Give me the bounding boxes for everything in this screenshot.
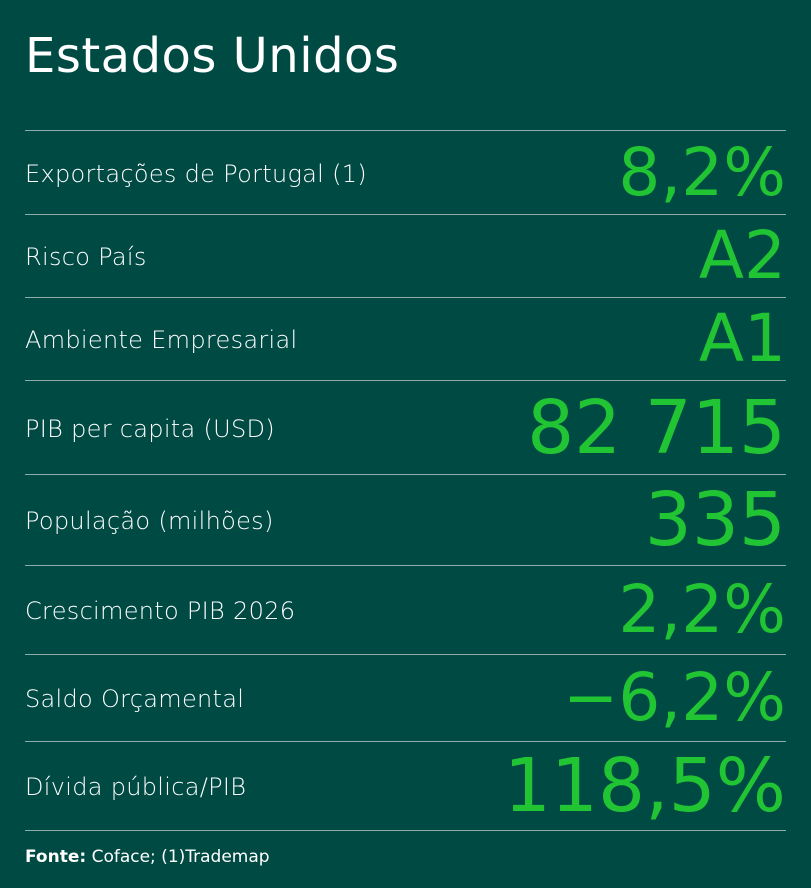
indicator-label: População (milhões) (25, 507, 274, 535)
indicator-row-gdp-growth: Crescimento PIB 2026 2,2% (25, 566, 786, 655)
indicator-label: Ambiente Empresarial (25, 326, 298, 354)
indicator-row-gdp-per-capita: PIB per capita (USD) 82 715 (25, 381, 786, 475)
source-label: Fonte: (25, 847, 87, 867)
indicator-label: Saldo Orçamental (25, 685, 245, 713)
indicator-row-country-risk: Risco País A2 (25, 215, 786, 298)
indicator-value: A1 (698, 300, 786, 377)
indicator-row-exports: Exportações de Portugal (1) 8,2% (25, 131, 786, 215)
source-text: Coface; (1)Trademap (86, 847, 270, 867)
country-title: Estados Unidos (25, 28, 400, 84)
indicator-label: Crescimento PIB 2026 (25, 597, 296, 625)
indicator-label: Exportações de Portugal (1) (25, 159, 367, 188)
indicator-value: 2,2% (618, 571, 786, 648)
indicator-label: Dívida pública/PIB (25, 773, 247, 801)
indicator-label: PIB per capita (USD) (25, 414, 275, 443)
indicator-row-business-environment: Ambiente Empresarial A1 (25, 298, 786, 381)
indicator-value: 82 715 (527, 384, 786, 471)
indicator-row-budget-balance: Saldo Orçamental −6,2% (25, 655, 786, 742)
indicator-value: 118,5% (503, 743, 786, 829)
indicator-row-public-debt: Dívida pública/PIB 118,5% (25, 742, 786, 831)
indicator-value: A2 (698, 217, 786, 294)
indicator-value: 8,2% (618, 133, 786, 211)
indicators-table: Exportações de Portugal (1) 8,2% Risco P… (25, 130, 786, 831)
source-note: Fonte: Coface; (1)Trademap (25, 846, 270, 868)
indicator-label: Risco País (25, 243, 147, 271)
indicator-row-population: População (milhões) 335 (25, 475, 786, 566)
indicator-value: 335 (644, 477, 786, 563)
indicator-value: −6,2% (563, 659, 786, 736)
